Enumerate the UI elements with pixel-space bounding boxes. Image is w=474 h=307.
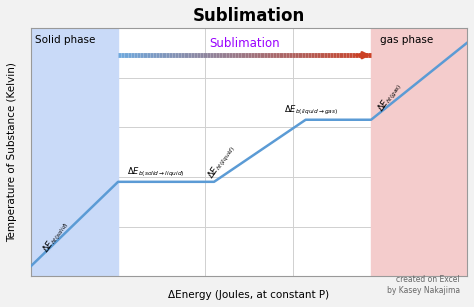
Text: $\Delta E_{ht(liquid)}$: $\Delta E_{ht(liquid)}$ xyxy=(205,142,238,182)
Text: $\Delta E_{ht(gas)}$: $\Delta E_{ht(gas)}$ xyxy=(375,80,405,115)
Text: gas phase: gas phase xyxy=(380,35,433,45)
Text: $\Delta E_{b(liquid\rightarrow gas)}$: $\Delta E_{b(liquid\rightarrow gas)}$ xyxy=(284,104,338,117)
Bar xyxy=(31,28,118,276)
Text: created on Excel
by Kasey Nakajima: created on Excel by Kasey Nakajima xyxy=(387,275,460,295)
Y-axis label: Temperature of Substance (Kelvin): Temperature of Substance (Kelvin) xyxy=(7,62,17,242)
Text: $\Delta E_{b(solid\rightarrow liquid)}$: $\Delta E_{b(solid\rightarrow liquid)}$ xyxy=(127,166,184,179)
Title: Sublimation: Sublimation xyxy=(193,7,305,25)
Text: Sublimation: Sublimation xyxy=(209,37,280,50)
X-axis label: ΔEnergy (Joules, at constant P): ΔEnergy (Joules, at constant P) xyxy=(168,290,329,300)
Text: Solid phase: Solid phase xyxy=(35,35,96,45)
Text: $\Delta E_{ht(solid)}$: $\Delta E_{ht(solid)}$ xyxy=(39,218,72,256)
Bar xyxy=(371,28,467,276)
